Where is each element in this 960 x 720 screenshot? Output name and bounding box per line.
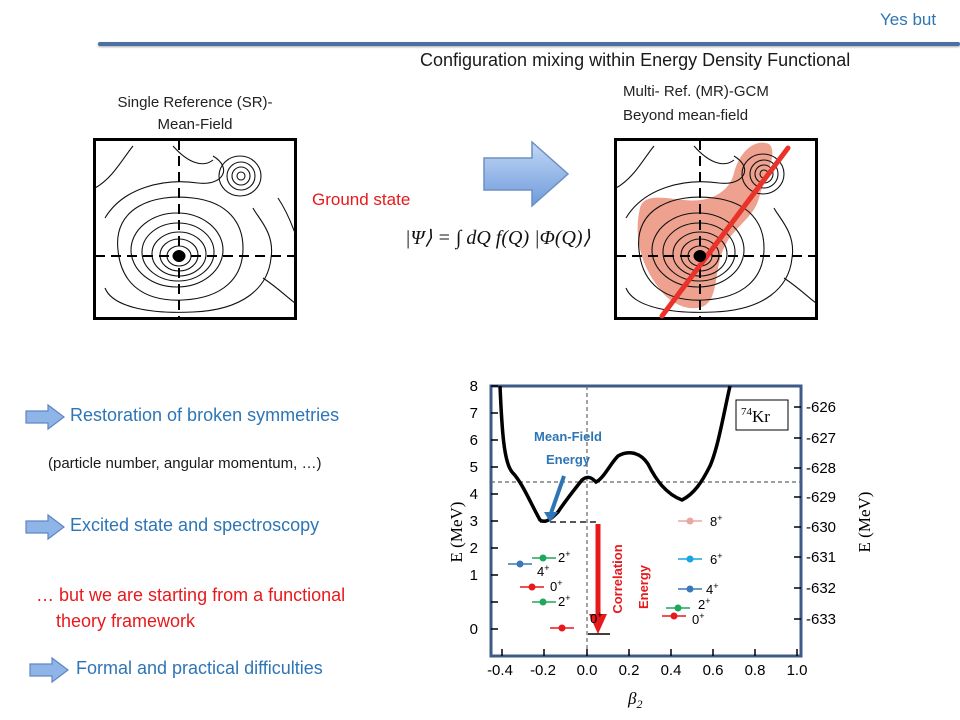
nucleus-mass: 74: [741, 406, 753, 418]
caveat-line2: theory framework: [56, 611, 196, 631]
right-tick-label: -632: [806, 580, 836, 597]
mean-field-pointer: [548, 475, 566, 517]
right-tick-label: -626: [806, 399, 836, 416]
x-tick-label: 0.0: [577, 662, 598, 679]
left-tick-label: 7: [470, 405, 478, 422]
sr-caption: Single Reference (SR)- Mean-Field: [90, 92, 300, 136]
level-label: 2+: [558, 549, 571, 565]
right-tick-label: -631: [806, 549, 836, 566]
x-tick-label: -0.4: [487, 662, 513, 679]
collective-wavefunction-area: [637, 142, 773, 309]
mr-caption: Multi- Ref. (MR)-GCM Beyond mean-field: [623, 80, 769, 128]
nucleus-symbol: Kr: [752, 407, 770, 426]
left-axis-ticks: [491, 385, 498, 630]
x-tick-label: 0.4: [661, 662, 682, 679]
left-tick-label: 2: [470, 540, 478, 557]
level-label: 2+: [698, 596, 711, 612]
x-tick-label: 0.8: [745, 662, 766, 679]
right-band-levels: 8+ 6+ 4+ 2+ 0+: [662, 513, 723, 627]
restoration-note: (particle number, angular momentum, …): [48, 455, 322, 472]
x-axis-ticks: [501, 649, 798, 656]
right-axis-title: E (MeV): [855, 492, 874, 553]
correlation-label-line2: Energy: [636, 564, 651, 609]
caveat-line1: … but we are starting from a functional: [36, 585, 346, 605]
sr-caption-line2: Mean-Field: [157, 116, 233, 133]
left-tick-labels: 8 7 6 5 4 3 2 1 0: [470, 378, 478, 638]
energy-plot: 8 7 6 5 4 3 2 1 0 -626 -627 -628 -629 -6…: [447, 378, 874, 711]
mr-caption-line1: Multi- Ref. (MR)-GCM: [623, 83, 769, 100]
ground-state-label: Ground state: [312, 190, 411, 209]
right-tick-label: -629: [806, 489, 836, 506]
page-title: Configuration mixing within Energy Densi…: [420, 50, 851, 70]
x-tick-label: -0.2: [530, 662, 556, 679]
left-tick-label: 8: [470, 378, 478, 395]
x-tick-label: 0.2: [619, 662, 640, 679]
generator-coordinate-path: [659, 145, 791, 319]
left-tick-label: 5: [470, 459, 478, 476]
mean-field-label-line2: Energy: [546, 452, 591, 467]
mr-caption-line2: Beyond mean-field: [623, 107, 749, 124]
nucleus-box: [735, 399, 789, 431]
mean-field-label-line1: Mean-Field: [534, 429, 602, 444]
right-tick-label: -633: [806, 611, 836, 628]
level-label: 4+: [537, 563, 550, 579]
bullet-arrow-icon: [25, 403, 65, 431]
left-axis-title: E (MeV): [447, 502, 466, 563]
right-axis-ticks: [794, 406, 801, 620]
caveat-text: … but we are starting from a functional …: [36, 582, 345, 634]
bullet-arrow-icon: [29, 656, 69, 684]
mr-contour-plot: [614, 138, 818, 320]
x-tick-label: 0.6: [703, 662, 724, 679]
left-tick-label: 4: [470, 486, 478, 503]
nucleus-label: 74Kr: [741, 406, 770, 426]
bullet-excited: Excited state and spectroscopy: [70, 515, 320, 535]
right-tick-label: -627: [806, 430, 836, 447]
level-label: 0+: [550, 578, 563, 594]
right-arrow-icon: [483, 140, 570, 208]
corner-label: Yes but: [880, 10, 937, 29]
gcm-formula: |Ψ⟩ = ∫ dQ f(Q) |Φ(Q)⟩: [405, 227, 591, 249]
sr-caption-line1: Single Reference (SR)-: [117, 94, 273, 111]
x-tick-label: 1.0: [787, 662, 808, 679]
left-tick-label: 0: [470, 621, 478, 638]
left-tick-label: 6: [470, 432, 478, 449]
mean-field-curve: [498, 385, 732, 524]
right-tick-label: -630: [806, 519, 836, 536]
title-rule: [98, 42, 960, 46]
level-label: 2+: [558, 593, 571, 609]
level-label: 4+: [706, 581, 719, 597]
left-band-levels: 2+ 4+ 0+ 2+ 0+: [508, 549, 603, 632]
sr-contour-plot: [93, 138, 297, 320]
left-tick-label: 3: [470, 513, 478, 530]
level-label: 0+: [692, 611, 705, 627]
bullet-formal: Formal and practical difficulties: [76, 658, 323, 678]
level-label: 8+: [710, 513, 723, 529]
x-axis-title: β2: [627, 689, 642, 711]
x-tick-labels: -0.4 -0.2 0.0 0.2 0.4 0.6 0.8 1.0: [487, 662, 807, 679]
left-tick-label: 1: [470, 567, 478, 584]
right-tick-labels: -626 -627 -628 -629 -630 -631 -632 -633: [806, 399, 836, 628]
correlation-label-line1: Correlation: [610, 544, 625, 613]
bullet-arrow-icon: [25, 513, 65, 541]
right-tick-label: -628: [806, 460, 836, 477]
level-label: 0+: [590, 610, 603, 626]
bullet-restoration: Restoration of broken symmetries: [70, 405, 340, 425]
level-label: 6+: [710, 551, 723, 567]
